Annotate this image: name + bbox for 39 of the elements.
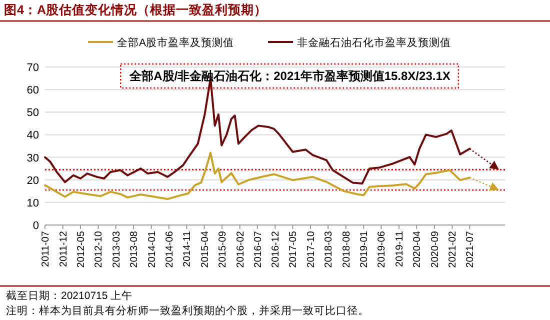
x-tick-label: 2013-03 <box>111 230 122 268</box>
chart-title: 图4：A股估值变化情况（根据一致盈利预期） <box>4 2 267 17</box>
x-tick-label: 2014-11 <box>182 230 194 267</box>
x-tick-label: 2017-05 <box>288 230 300 268</box>
x-tick-label: 2015-04 <box>200 230 211 268</box>
x-tick-label: 2018-03 <box>324 230 335 268</box>
x-tick-label: 2021-02 <box>448 230 459 268</box>
y-tick-label: 70 <box>26 62 39 74</box>
x-tick-label: 2021-07 <box>465 230 476 268</box>
x-tick-label: 2017-10 <box>306 230 318 268</box>
annotation: 全部A股/非金融石油石化：2021年市盈率预测值15.8X/23.1X <box>128 69 450 83</box>
x-tick-label: 2019-11 <box>394 230 406 267</box>
text: 截至日期：20210715 上午 <box>6 289 133 302</box>
y-tick-label: 10 <box>26 197 39 210</box>
y-tick-label: 40 <box>26 130 39 142</box>
x-tick-label: 2013-08 <box>129 230 140 268</box>
x-tick-label: 2016-02 <box>235 230 246 268</box>
x-tick-label: 2012-10 <box>94 230 105 268</box>
legend-label: 非金融石油石化市盈率及预测值 <box>297 36 451 49</box>
x-tick-label: 2018-08 <box>341 230 352 268</box>
y-tick-label: 50 <box>26 107 39 120</box>
y-tick-label: 20 <box>26 174 39 187</box>
x-tick-label: 2012-05 <box>76 230 87 268</box>
x-tick-label: 2014-01 <box>146 230 158 268</box>
x-tick-label: 2015-09 <box>218 230 229 268</box>
x-tick-label: 2011-07 <box>40 230 52 267</box>
text: 注明：样本为目前具有分析师一致盈利预期的个股，并采用一致可比口径。 <box>6 304 369 317</box>
x-tick-label: 2019-06 <box>376 230 388 268</box>
x-tick-label: 2016-12 <box>270 230 282 268</box>
legend-label: 全部A股市盈率及预测值 <box>117 36 234 49</box>
x-tick-label: 2016-07 <box>252 230 264 268</box>
y-tick-label: 30 <box>26 152 39 164</box>
y-tick-label: 0 <box>32 220 39 232</box>
x-tick-label: 2020-04 <box>412 230 424 268</box>
x-tick-label: 2011-12 <box>58 230 70 267</box>
x-tick-label: 2019-01 <box>359 230 370 268</box>
y-tick-label: 60 <box>26 84 39 97</box>
x-tick-label: 2020-09 <box>430 230 441 268</box>
x-tick-label: 2014-06 <box>164 230 176 268</box>
